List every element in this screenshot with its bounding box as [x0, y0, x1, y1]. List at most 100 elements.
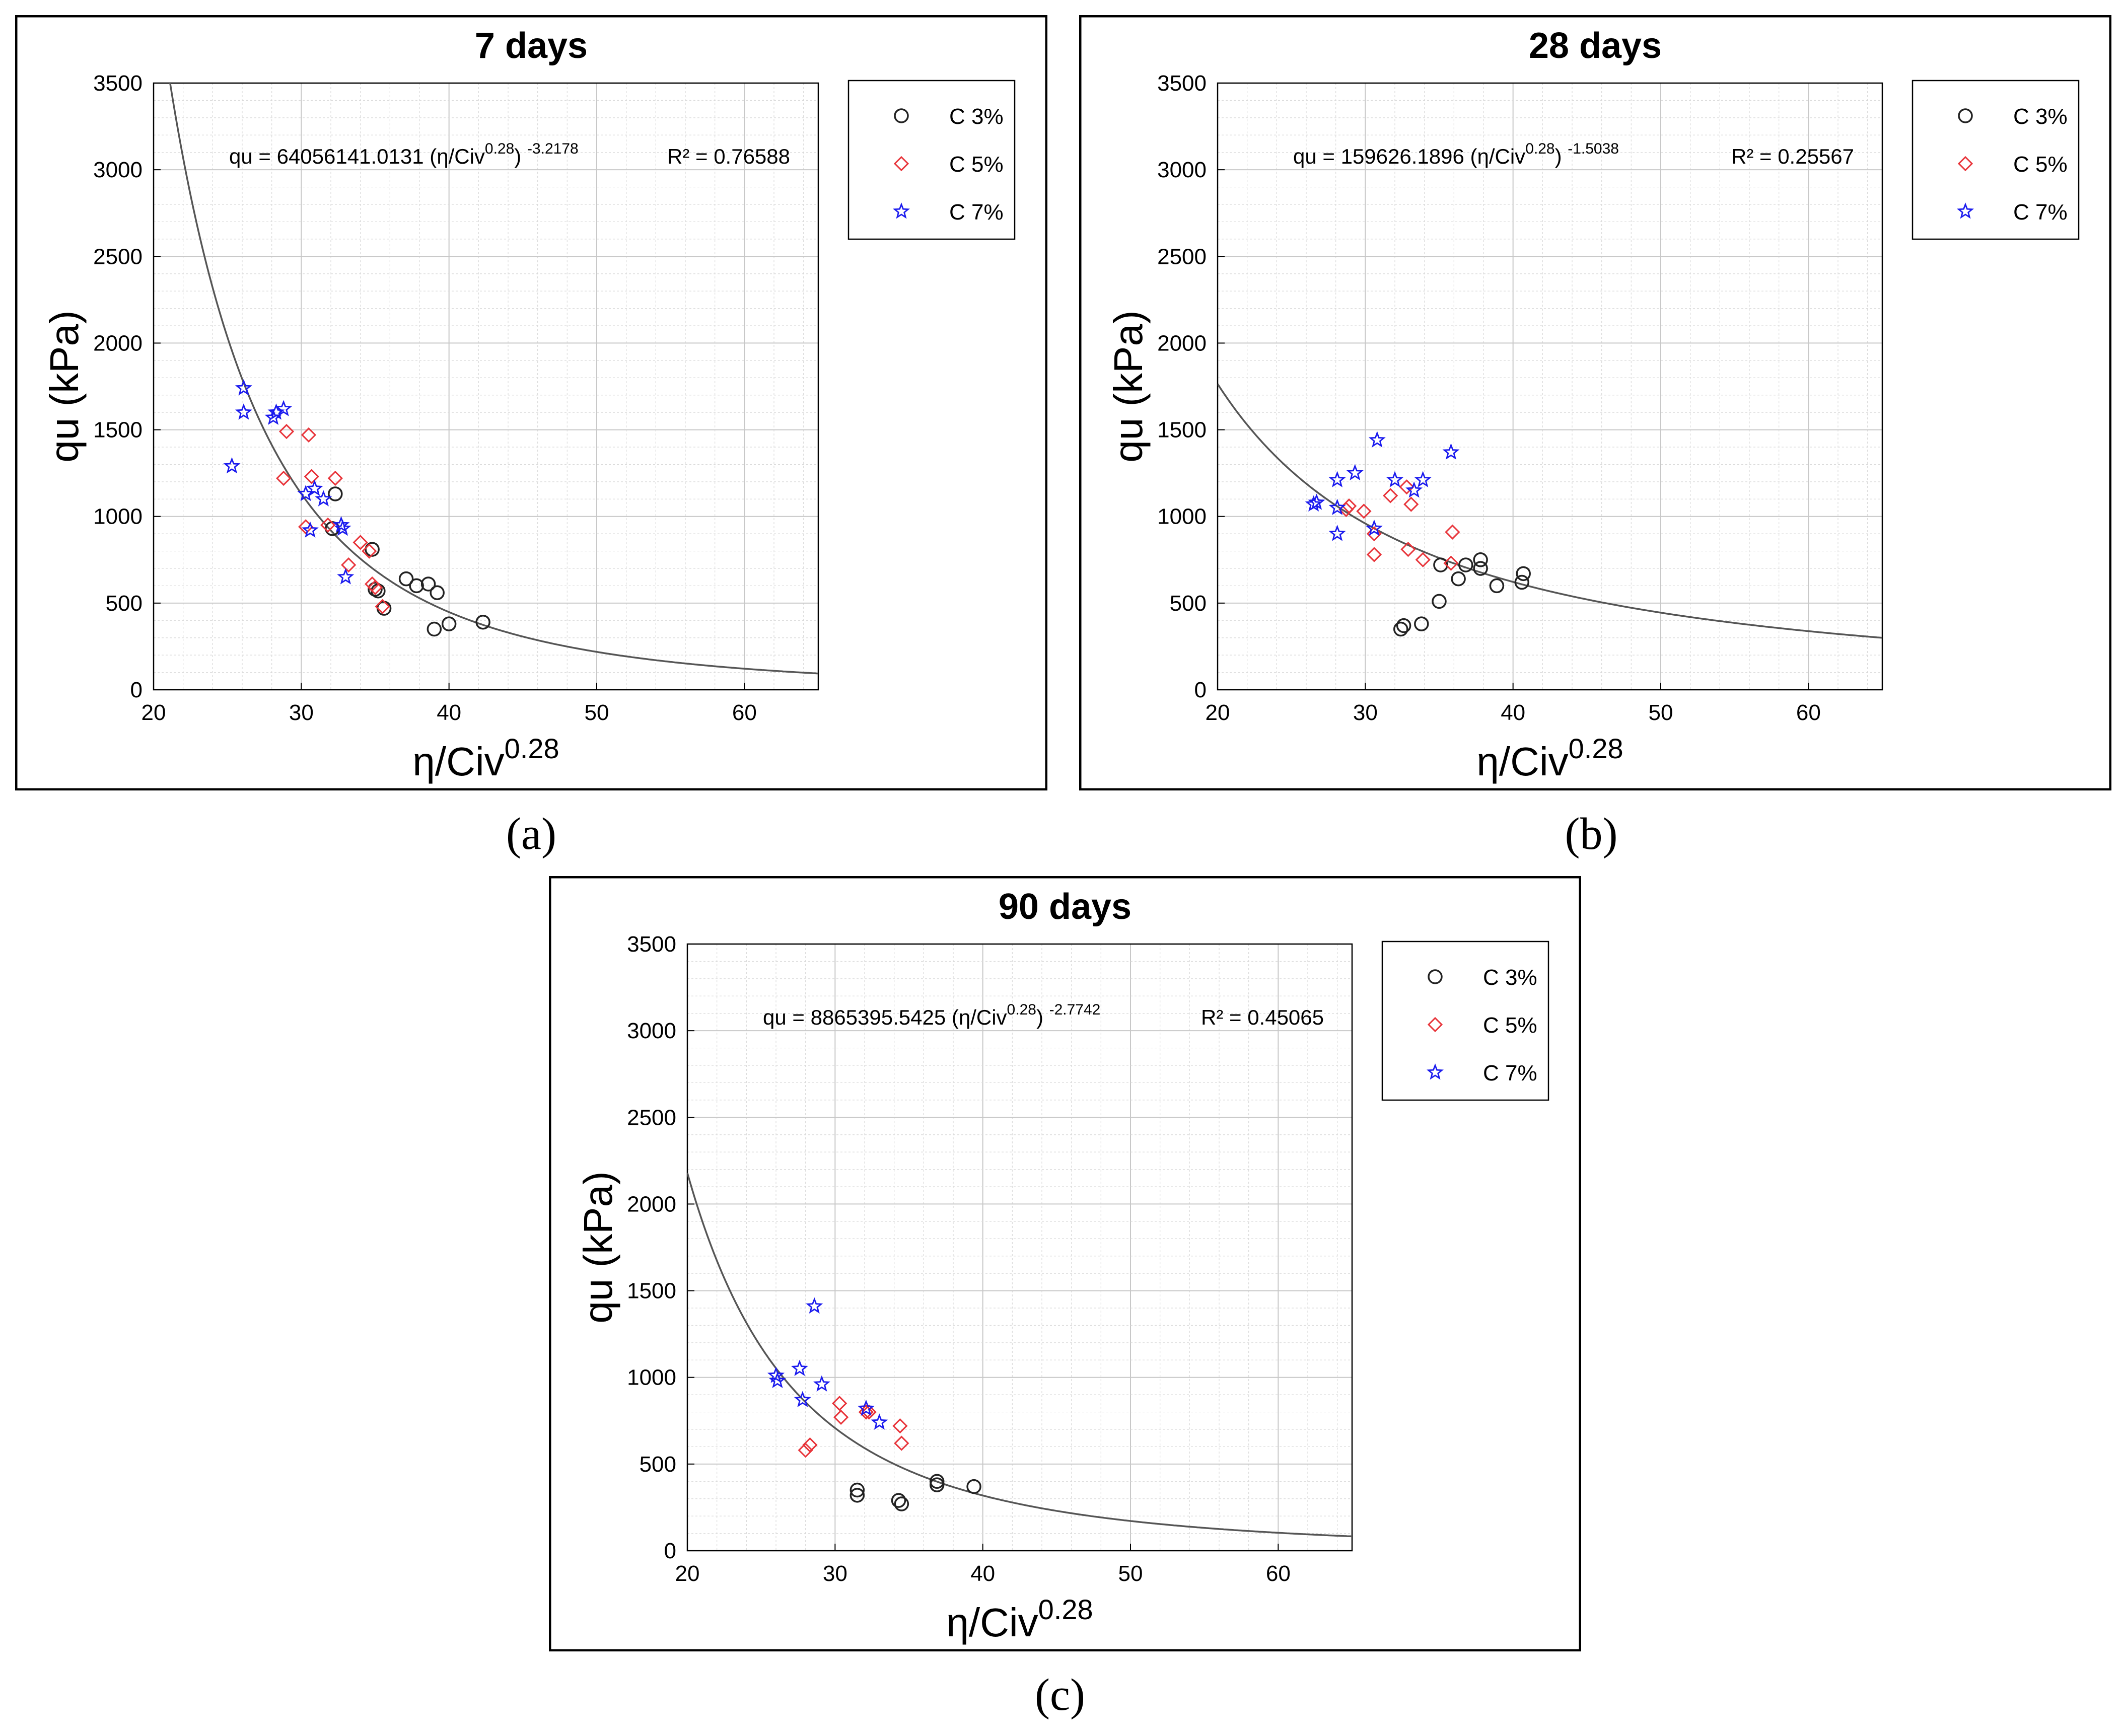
data-point [1328, 498, 1346, 515]
x-axis-label-exponent: 0.28 [1569, 733, 1623, 764]
data-point [365, 542, 380, 557]
series-c7 [223, 379, 355, 585]
data-point [362, 543, 377, 559]
chart-svg: 90 days 20 30 40 50 60 0 500 1000 1500 2000 2500 300… [548, 876, 1582, 1652]
data-point [802, 1437, 818, 1453]
plot-area [154, 83, 818, 690]
data-point [1366, 547, 1382, 562]
data-point [278, 423, 295, 440]
data-point [768, 1371, 786, 1389]
y-tick-label: 0 [1194, 678, 1207, 702]
fit-equation-paren: ) [1036, 1005, 1049, 1029]
data-point [850, 1488, 865, 1503]
data-point [1383, 488, 1398, 503]
data-point [301, 427, 317, 443]
y-tick-label: 3000 [1157, 158, 1207, 182]
data-point [1403, 496, 1419, 512]
data-point [850, 1482, 865, 1498]
data-point [791, 1359, 808, 1376]
y-tick-label: 2000 [627, 1192, 676, 1216]
r-squared: R² = 0.25567 [1731, 144, 1854, 168]
chart-svg: 28 days 20 30 40 50 60 0 500 1000 1500 2000 2500 300… [1079, 15, 2112, 791]
fit-equation-exponent: -3.2178 [527, 140, 579, 157]
data-point [798, 1442, 813, 1458]
y-tick-label: 3000 [627, 1019, 676, 1043]
data-point [328, 486, 343, 501]
data-point [427, 621, 442, 637]
x-tick-label: 20 [1206, 700, 1230, 725]
data-point [235, 379, 252, 396]
r-squared: R² = 0.45065 [1201, 1005, 1324, 1029]
x-tick-label: 50 [585, 700, 609, 725]
data-point [430, 585, 445, 600]
x-axis-label-exponent: 0.28 [505, 733, 559, 764]
x-tick-label: 60 [1796, 700, 1821, 725]
fit-equation-exponent: -2.7742 [1049, 1001, 1101, 1018]
data-point [441, 616, 457, 631]
data-point [891, 1493, 906, 1508]
data-point [475, 614, 490, 630]
chart-title: 7 days [475, 26, 588, 66]
legend-marker [1958, 108, 1973, 123]
legend-marker [1427, 1017, 1443, 1033]
data-point [813, 1375, 830, 1392]
fit-equation-paren: ) [514, 144, 527, 168]
data-point [806, 1297, 823, 1314]
legend-label: C 7% [949, 200, 1004, 225]
data-point [327, 470, 343, 486]
data-point [1393, 621, 1408, 637]
plot-frame [153, 82, 819, 691]
data-point [275, 400, 293, 416]
y-tick-label: 0 [664, 1539, 676, 1563]
x-tick-label: 20 [142, 700, 166, 725]
legend-marker [894, 108, 909, 123]
fit-equation-paren: ) [1555, 144, 1568, 168]
data-point [409, 578, 424, 594]
data-point [966, 1479, 981, 1494]
grid [1217, 83, 1882, 690]
data-point [1473, 552, 1488, 567]
legend: C 3% C 5% C 7% [847, 80, 1016, 240]
series-c5 [276, 423, 390, 614]
data-point [1432, 594, 1447, 609]
data-point [1514, 574, 1530, 590]
data-point [1458, 557, 1473, 572]
data-point [398, 571, 414, 587]
r-squared-value: 0.45065 [1247, 1005, 1324, 1029]
panel-90-days: 90 days 20 30 40 50 60 0 500 1000 1500 2000 2500 300… [548, 876, 1582, 1652]
grid [687, 944, 1352, 1551]
data-point [223, 457, 241, 474]
series-c3 [1393, 552, 1531, 637]
fit-equation-exponent: -1.5038 [1568, 140, 1619, 157]
data-point [337, 568, 355, 585]
legend-box [847, 80, 1016, 240]
x-tick-label: 30 [823, 1561, 847, 1586]
data-point [1516, 566, 1531, 582]
data-point [1473, 561, 1488, 576]
x-tick-label: 30 [289, 700, 314, 725]
legend-label: C 3% [2013, 104, 2068, 129]
legend-box [1381, 941, 1549, 1101]
y-tick-label: 1000 [93, 504, 143, 529]
legend-label: C 7% [1483, 1061, 1537, 1086]
r-squared-value: 0.76588 [714, 144, 790, 168]
fit-equation-inner-exponent: 0.28 [485, 140, 514, 157]
y-tick-label: 3000 [93, 158, 143, 182]
data-point [306, 479, 323, 496]
data-point [368, 582, 383, 597]
data-point [1328, 471, 1346, 487]
data-point [1356, 503, 1372, 519]
x-tick-label: 50 [1118, 1561, 1143, 1586]
y-tick-label: 2000 [93, 331, 143, 355]
caption-a: (a) [506, 809, 556, 859]
y-tick-label: 3500 [1157, 71, 1207, 96]
x-tick-label: 20 [675, 1561, 700, 1586]
series-c7 [1305, 431, 1460, 541]
legend-marker [1957, 156, 1973, 172]
r-squared-value: 0.25567 [1778, 144, 1854, 168]
panel-7-days: 7 days 20 30 40 50 60 0 500 1000 1500 2000 2500 3000… [15, 15, 1048, 791]
legend-marker [893, 156, 909, 172]
data-point [892, 1418, 908, 1434]
data-point [315, 490, 332, 507]
data-point [1414, 616, 1429, 631]
